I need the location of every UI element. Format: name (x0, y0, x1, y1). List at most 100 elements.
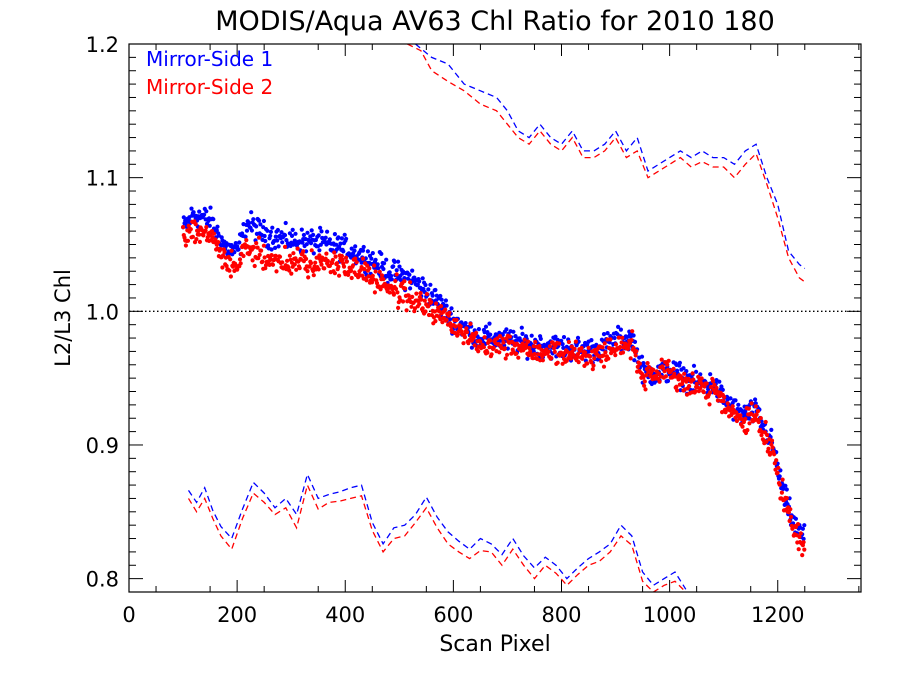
series-1-point (469, 345, 474, 350)
series-2-point (788, 514, 794, 520)
series-1-point (769, 427, 774, 432)
series-2-point (801, 540, 806, 545)
series-2-point (250, 258, 255, 263)
series-2-point (291, 251, 296, 256)
y-tick-label: 1.1 (86, 167, 119, 191)
series-2-point (259, 248, 264, 253)
series-2-point (749, 401, 754, 406)
series-2-point (429, 300, 434, 305)
series-1-point (254, 224, 259, 229)
series-2-point (587, 354, 593, 359)
series-2-point (797, 534, 802, 540)
series-2-point (740, 424, 745, 429)
series-2-point (468, 321, 473, 326)
series-2-point (353, 256, 358, 261)
series-1-point (301, 232, 306, 238)
series-2-point (372, 263, 377, 268)
series-2-point (788, 507, 793, 512)
series-2-point (458, 324, 463, 329)
series-2-point (308, 261, 314, 266)
series-1-point (632, 339, 638, 344)
series-1-point (317, 248, 322, 253)
series-2-point (489, 352, 494, 357)
series-1-point (338, 241, 343, 246)
series-2-point (547, 344, 553, 349)
series-2-point (694, 381, 699, 386)
series-1-point (433, 287, 438, 293)
series-1-point (379, 251, 384, 256)
series-2-point (690, 371, 695, 376)
series-2-point (507, 334, 512, 339)
series-1-point (279, 230, 284, 235)
series-2-point (796, 547, 801, 552)
series-2-point (568, 356, 574, 361)
series-1-point (268, 229, 273, 234)
series-1-point (376, 266, 381, 271)
series-1-point (753, 397, 758, 402)
series-1-point (280, 240, 285, 245)
series-2-point (708, 390, 713, 395)
series-2-point (424, 292, 429, 297)
series-1-point (408, 286, 413, 291)
series-2-point (641, 375, 646, 380)
series-1-point (189, 206, 194, 211)
series-2-point (403, 286, 408, 291)
series-2-point (247, 250, 252, 255)
series-2-point (440, 320, 445, 325)
series-1-point (336, 235, 341, 240)
series-2-point (557, 341, 562, 346)
series-1-point (800, 526, 806, 531)
series-2-point (344, 255, 349, 260)
series-1-point (249, 228, 254, 233)
series-2-point (575, 352, 581, 357)
series-1-point (261, 218, 266, 224)
series-2-point (334, 261, 340, 266)
series-1-point (211, 217, 216, 222)
series-1-point (325, 229, 330, 234)
series-2-point (324, 251, 329, 256)
series-2-point (417, 301, 422, 307)
series-2-point (777, 482, 782, 487)
series-1-point (717, 379, 722, 384)
series-2-point (642, 379, 647, 384)
series-2-point (332, 271, 337, 276)
series-1-point (728, 396, 733, 401)
series-2-point (780, 477, 785, 482)
series-2-point (620, 350, 626, 355)
series-1-point (504, 327, 509, 332)
series-1-point (290, 227, 295, 232)
series-1-point (323, 235, 328, 240)
series-2-point (261, 243, 266, 248)
series-2-point (472, 343, 477, 348)
series-2-point (714, 385, 719, 390)
series-2-point (340, 257, 345, 262)
series-1-point (520, 331, 525, 336)
series-2-point (546, 349, 551, 354)
series-1-point (283, 220, 288, 226)
series-2-point (613, 342, 619, 347)
series-1-point (430, 293, 435, 298)
series-1-point (426, 287, 431, 292)
series-2-point (527, 346, 532, 351)
series-1-point (417, 279, 422, 284)
series-1-point (282, 233, 288, 238)
series-1-point (262, 233, 267, 239)
series-2-point (273, 253, 278, 258)
series-2-point (482, 335, 487, 340)
series-1-point (736, 402, 741, 407)
series-1-point (276, 244, 281, 249)
series-2-point (522, 337, 527, 342)
series-2-point (354, 260, 359, 265)
series-2-point (393, 286, 399, 291)
series-2-point (495, 336, 500, 341)
series-2-point (393, 278, 398, 284)
series-2-point (453, 324, 458, 329)
series-2-point (348, 268, 354, 273)
series-2-point (759, 433, 764, 438)
series-1-point (783, 483, 788, 488)
series-2 (181, 44, 807, 592)
series-1-point (801, 536, 806, 542)
series-2-point (237, 257, 243, 262)
series-2-point (583, 350, 588, 355)
series-2-point (316, 267, 321, 272)
